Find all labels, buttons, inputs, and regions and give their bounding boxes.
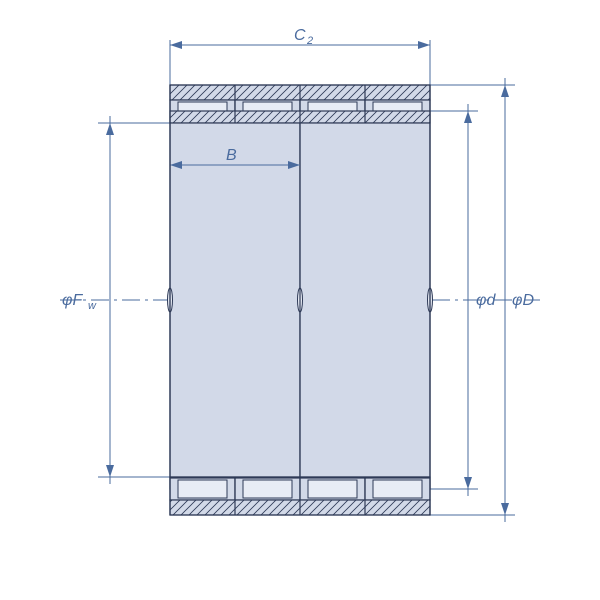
label-c2-sub: 2 [306,35,313,47]
label-fw: φF [62,292,83,309]
label-b: B [226,147,237,164]
dimension-phi-D: φD [512,292,534,309]
bearing-section-diagram: C 2 [0,0,600,600]
label-fw-sub: w [88,300,97,312]
dimension-phi-fw: φF w [62,292,97,312]
inner-sleeve-right [300,123,430,477]
dimension-c2: C 2 [170,27,430,85]
label-c2: C [294,27,306,44]
label-D: φD [512,292,534,309]
label-d: φd [476,292,496,309]
inner-sleeve-left [170,123,300,477]
dimension-phi-d: φd [476,292,496,309]
